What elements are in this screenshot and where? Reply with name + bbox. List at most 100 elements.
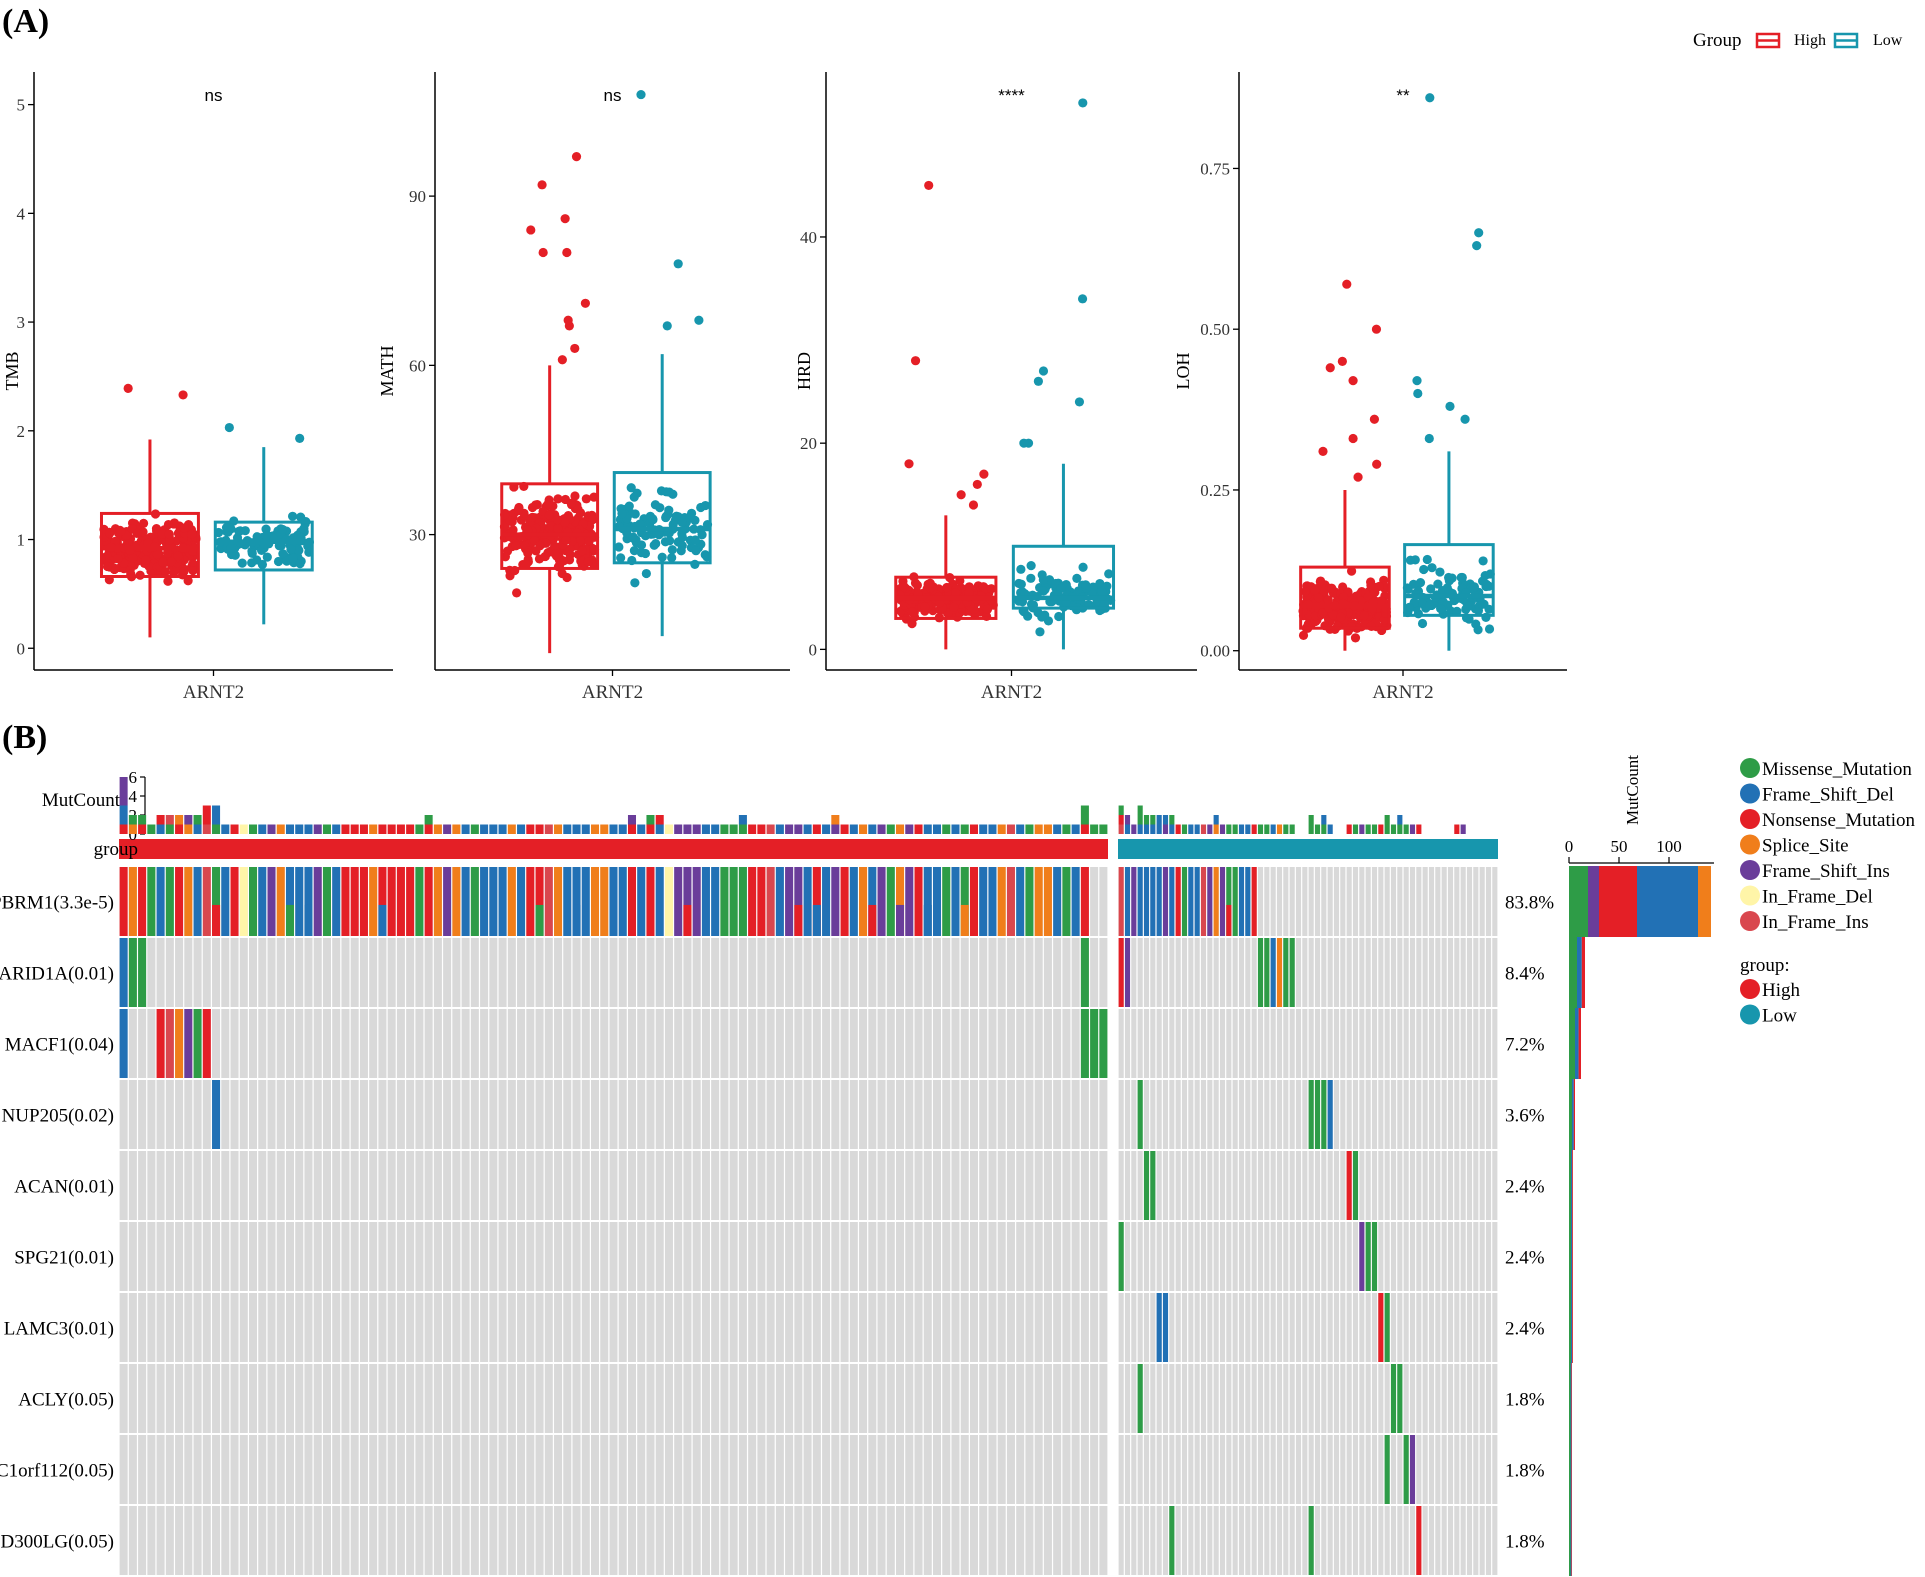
mutation-cell xyxy=(461,867,470,936)
outlier-point xyxy=(1412,376,1422,386)
box-high xyxy=(894,180,998,650)
data-point xyxy=(661,487,671,497)
significance-label: ** xyxy=(1396,86,1410,105)
wild-type-cell xyxy=(877,938,886,1007)
wild-type-cell xyxy=(1162,1222,1169,1291)
wild-type-cell xyxy=(803,1222,812,1291)
wild-type-cell xyxy=(1043,1151,1052,1220)
mutcount-bar-segment xyxy=(646,824,655,834)
wild-type-cell xyxy=(664,1222,673,1291)
wild-type-cell xyxy=(535,1364,544,1433)
wild-type-cell xyxy=(859,1222,868,1291)
outlier-point xyxy=(924,180,934,191)
wild-type-cell xyxy=(1283,1364,1289,1433)
wild-type-cell xyxy=(1327,1293,1333,1362)
wild-type-cell xyxy=(896,1364,905,1433)
wild-type-cell xyxy=(1099,1222,1108,1291)
wild-type-cell xyxy=(1466,867,1473,936)
wild-type-cell xyxy=(313,1009,322,1078)
data-point xyxy=(164,529,174,539)
wild-type-cell xyxy=(424,1151,433,1220)
wild-type-cell xyxy=(1025,1293,1034,1362)
wild-type-cell xyxy=(1080,1080,1089,1149)
wild-type-cell xyxy=(600,1293,609,1362)
wild-type-cell xyxy=(544,1364,553,1433)
wild-type-cell xyxy=(674,1151,683,1220)
wild-type-cell xyxy=(692,1435,701,1504)
wild-type-cell xyxy=(1150,1435,1156,1504)
wild-type-cell xyxy=(664,1080,673,1149)
wild-type-cell xyxy=(1150,1222,1156,1291)
mutcount-bar-segment xyxy=(526,824,535,834)
gene-percent: 83.8% xyxy=(1505,893,1554,914)
mutcount-bar-segment xyxy=(1118,824,1124,834)
wild-type-cell xyxy=(1232,1222,1238,1291)
wild-type-cell xyxy=(923,1364,932,1433)
wild-type-cell xyxy=(1365,938,1371,1007)
wild-type-cell xyxy=(969,1293,978,1362)
data-point xyxy=(641,568,651,579)
wild-type-cell xyxy=(230,1151,239,1220)
wild-type-cell xyxy=(1162,938,1169,1007)
box-iqr xyxy=(500,482,600,570)
wild-type-cell xyxy=(1378,1151,1384,1220)
wild-type-cell xyxy=(230,1506,239,1575)
wild-type-cell xyxy=(729,1080,738,1149)
wild-type-cell xyxy=(498,1080,507,1149)
wild-type-cell xyxy=(1137,1222,1143,1291)
wild-type-cell xyxy=(1321,1293,1327,1362)
wild-type-cell xyxy=(276,938,285,1007)
mutation-grid xyxy=(119,867,1498,1575)
wild-type-cell xyxy=(914,1009,923,1078)
legend-label-high: High xyxy=(1794,32,1826,49)
wild-type-cell xyxy=(239,1293,248,1362)
wild-type-cell xyxy=(803,1009,812,1078)
wild-type-cell xyxy=(785,1506,794,1575)
legend-label-variant: Frame_Shift_Del xyxy=(1762,785,1894,806)
wild-type-cell xyxy=(1473,867,1479,936)
wild-type-cell xyxy=(406,1293,415,1362)
x-axis-label: ARNT2 xyxy=(582,682,643,703)
wild-type-cell xyxy=(720,1506,729,1575)
wild-type-cell xyxy=(507,1293,516,1362)
wild-type-cell xyxy=(960,1506,969,1575)
wild-type-cell xyxy=(1371,1009,1378,1078)
data-point xyxy=(287,511,298,521)
mutcount-bar-segment xyxy=(1416,824,1422,834)
wild-type-cell xyxy=(1257,1364,1264,1433)
wild-type-cell xyxy=(1071,1009,1080,1078)
outlier-point xyxy=(1413,388,1423,399)
wild-type-cell xyxy=(1232,1364,1238,1433)
wild-type-cell xyxy=(1352,1080,1359,1149)
wild-type-cell xyxy=(1062,1151,1071,1220)
wild-type-cell xyxy=(1454,1364,1460,1433)
wild-type-cell xyxy=(359,1080,368,1149)
wild-type-cell xyxy=(979,938,988,1007)
wild-type-cell xyxy=(489,1293,498,1362)
wild-type-cell xyxy=(905,1293,914,1362)
wild-type-cell xyxy=(1359,1080,1365,1149)
wild-type-cell xyxy=(1479,1364,1485,1433)
wild-type-cell xyxy=(960,1151,969,1220)
wild-type-cell xyxy=(1422,1506,1428,1575)
mutcount-bar-segment xyxy=(406,824,415,834)
wild-type-cell xyxy=(997,1009,1006,1078)
mutcount-bar-segment xyxy=(1118,805,1124,815)
mutcount-bar-segment xyxy=(1169,815,1175,825)
mutation-cell xyxy=(415,867,424,936)
wild-type-cell xyxy=(1080,1435,1089,1504)
wild-type-cell xyxy=(1479,1080,1485,1149)
legend-swatch-variant xyxy=(1740,758,1760,778)
wild-type-cell xyxy=(544,938,553,1007)
wild-type-cell xyxy=(1264,1009,1270,1078)
data-point xyxy=(535,541,545,551)
wild-type-cell xyxy=(1264,1364,1270,1433)
wild-type-cell xyxy=(276,1435,285,1504)
outlier-point xyxy=(1472,241,1482,251)
wild-type-cell xyxy=(470,1009,479,1078)
wild-type-cell xyxy=(239,1435,248,1504)
mutation-cell xyxy=(1327,1080,1333,1149)
wild-type-cell xyxy=(1289,1151,1295,1220)
data-point xyxy=(235,526,245,536)
